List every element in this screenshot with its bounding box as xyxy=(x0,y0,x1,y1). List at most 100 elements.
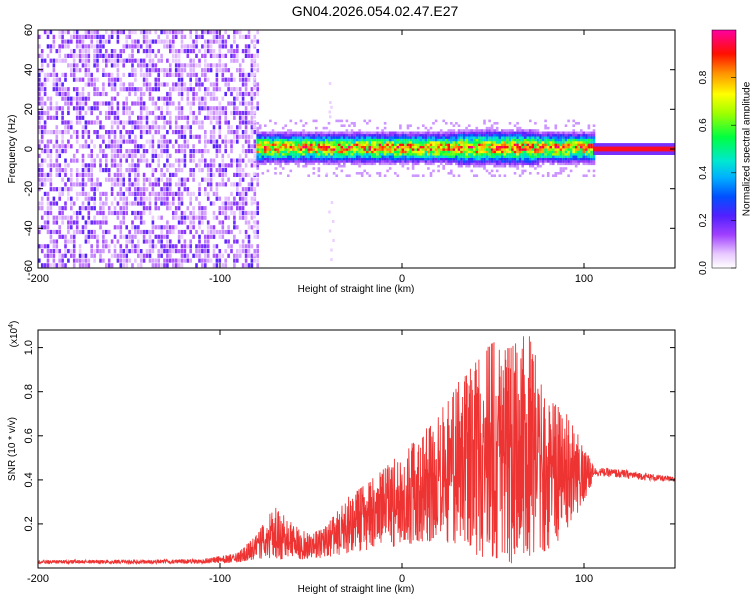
spectrogram-cell xyxy=(577,122,580,125)
spectrogram-cell xyxy=(55,130,59,135)
spectrogram-cell xyxy=(186,258,190,263)
spectrogram-cell xyxy=(281,150,285,154)
spectrogram-cell xyxy=(531,157,535,161)
spectrogram-cell xyxy=(552,145,555,149)
spectrogram-cell xyxy=(485,160,489,163)
spectrogram-cell xyxy=(322,150,326,154)
spectrogram-cell xyxy=(414,145,417,149)
spectrogram-cell xyxy=(577,143,580,146)
spectrogram-cell xyxy=(442,143,445,146)
spectrogram-cell xyxy=(142,106,146,111)
spectrogram-cell xyxy=(218,63,222,68)
spectrogram-cell xyxy=(572,157,575,161)
colorbar-tick-label: 0.0 xyxy=(698,261,709,275)
spectrogram-cell xyxy=(337,145,341,149)
spectrogram-cell xyxy=(279,138,282,142)
spectrogram-cell xyxy=(495,138,499,142)
spectrogram-cell xyxy=(450,145,453,149)
spectrogram-cell xyxy=(582,143,586,146)
spectrogram-cell xyxy=(221,39,225,44)
spectrogram-cell xyxy=(96,115,99,120)
spectrogram-cell xyxy=(198,220,201,225)
spectrogram-cell xyxy=(93,63,96,68)
spectrogram-cell xyxy=(238,253,242,258)
spectrogram-cell xyxy=(233,182,236,187)
spectrogram-cell xyxy=(221,77,225,82)
spectrogram-cell xyxy=(113,115,117,120)
spectrogram-cell xyxy=(189,87,192,92)
y-tick-label: 0.4 xyxy=(23,472,35,487)
spectrogram-cell xyxy=(78,34,82,39)
spectrogram-cell xyxy=(75,115,79,120)
spectrogram-cell xyxy=(363,136,366,139)
spectrogram-cell xyxy=(580,138,583,142)
spectrogram-cell xyxy=(327,162,331,166)
spectrogram-cell xyxy=(261,136,265,139)
spectrogram-cell xyxy=(284,124,287,127)
spectrogram-cell xyxy=(529,148,532,151)
spectrogram-cell xyxy=(462,133,466,137)
spectrogram-cell xyxy=(508,162,512,166)
spectrogram-cell xyxy=(552,133,555,137)
spectrogram-cell xyxy=(160,229,163,235)
spectrogram-cell xyxy=(128,234,131,239)
spectrogram-cell xyxy=(241,82,245,87)
spectrogram-cell xyxy=(192,149,195,154)
spectrogram-cell xyxy=(371,131,374,135)
spectrogram-cell xyxy=(256,157,259,161)
spectrogram-cell xyxy=(552,143,555,146)
spectrogram-cell xyxy=(582,160,586,163)
spectrogram-cell xyxy=(125,244,128,249)
spectrogram-cell xyxy=(506,150,509,154)
spectrogram-cell xyxy=(541,141,545,144)
spectrogram-cell xyxy=(549,153,552,156)
spectrogram-cell xyxy=(236,172,239,177)
spectrogram-cell xyxy=(72,263,76,268)
spectrogram-cell xyxy=(122,215,125,220)
spectrogram-cell xyxy=(416,131,420,135)
spectrogram-cell xyxy=(358,145,361,149)
spectrogram-cell xyxy=(315,160,318,163)
spectrogram-cell xyxy=(186,120,190,125)
spectrogram-cell xyxy=(580,150,583,154)
spectrogram-cell xyxy=(590,150,593,154)
spectrogram-cell xyxy=(289,157,293,161)
spectrogram-cell xyxy=(304,162,308,166)
spectrogram-cell xyxy=(142,82,146,87)
spectrogram-cell xyxy=(151,125,155,130)
spectrogram-cell xyxy=(148,234,152,239)
spectrogram-cell xyxy=(287,141,290,144)
spectrogram-cell xyxy=(250,110,254,116)
spectrogram-cell xyxy=(483,141,486,144)
spectrogram-cell xyxy=(473,155,476,158)
spectrogram-cell xyxy=(192,191,195,196)
spectrogram-cell xyxy=(212,49,216,54)
spectrogram-cell xyxy=(467,124,471,127)
spectrogram-cell xyxy=(38,258,41,263)
spectrogram-cell xyxy=(131,220,134,225)
spectrogram-cell xyxy=(70,239,73,244)
spectrogram-cell xyxy=(536,141,540,144)
spectrogram-cell xyxy=(264,131,267,135)
spectrogram-cell xyxy=(404,157,407,161)
spectrogram-cell xyxy=(96,58,99,63)
spectrogram-cell xyxy=(139,263,143,268)
spectrogram-cell xyxy=(287,153,290,156)
spectrogram-cell xyxy=(46,244,50,249)
spectrogram-cell xyxy=(373,155,377,158)
spectrogram-cell xyxy=(501,133,504,137)
spectrogram-cell xyxy=(503,150,507,154)
spectrogram-cell xyxy=(330,133,333,137)
spectrogram-cell xyxy=(580,131,583,135)
spectrogram-cell xyxy=(221,172,225,177)
spectrogram-cell xyxy=(250,134,254,139)
spectrogram-cell xyxy=(264,124,267,127)
spectrogram-cell xyxy=(368,141,372,144)
spectrogram-cell xyxy=(134,187,137,192)
spectrogram-cell xyxy=(172,144,175,149)
spectrogram-cell xyxy=(46,210,50,216)
spectrogram-cell xyxy=(312,160,316,163)
spectrogram-cell xyxy=(195,44,198,49)
spectrogram-cell xyxy=(447,160,451,163)
spectrogram-cell xyxy=(485,145,489,149)
